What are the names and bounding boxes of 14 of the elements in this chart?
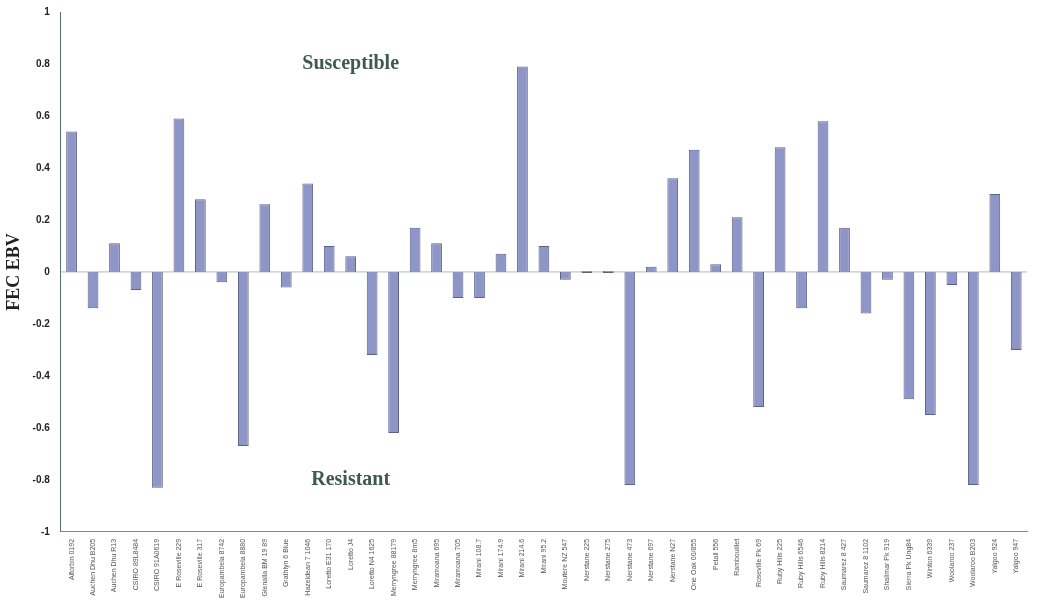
y-tick-label: 0 — [44, 265, 51, 277]
y-tick-label: -0.4 — [32, 369, 51, 381]
annotation: Susceptible — [302, 51, 400, 75]
annotation: Resistant — [311, 467, 391, 490]
y-axis-title: FEC EBV — [3, 233, 24, 311]
y-tick-label: 0.2 — [35, 213, 51, 225]
y-tick-label: 0.4 — [35, 161, 51, 173]
y-tick-label: -0.6 — [32, 421, 51, 433]
y-tick-label: 1 — [44, 5, 51, 17]
y-tick-label: -0.2 — [32, 317, 51, 329]
y-tick-label: 0.6 — [35, 109, 51, 121]
y-tick-label: -0.8 — [32, 473, 51, 485]
y-tick-label: -1 — [40, 525, 51, 537]
y-tick-label: 0.8 — [35, 57, 51, 69]
